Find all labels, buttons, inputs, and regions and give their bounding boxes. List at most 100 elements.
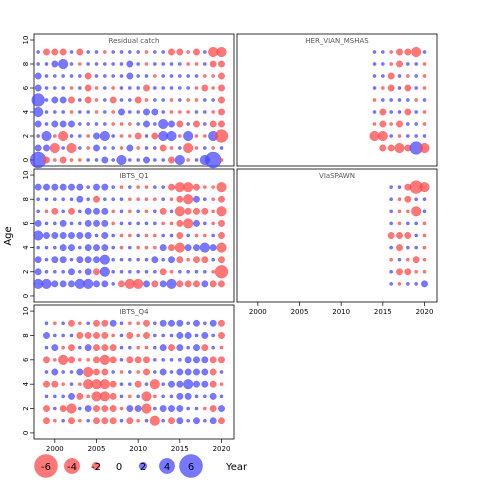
- residual-bubble: [61, 269, 65, 274]
- residual-bubble: [78, 209, 82, 214]
- y-axis-title: Age: [3, 226, 14, 245]
- residual-bubble: [166, 130, 177, 141]
- residual-bubble: [119, 418, 124, 423]
- y-tick-label: 2: [22, 270, 30, 274]
- residual-bubble: [103, 50, 107, 54]
- residual-bubble: [86, 110, 90, 114]
- residual-bubble: [136, 122, 140, 126]
- residual-bubble: [143, 368, 150, 376]
- residual-bubble: [218, 96, 225, 104]
- residual-bubble: [86, 122, 90, 126]
- residual-bubble: [86, 358, 90, 362]
- residual-bubble: [211, 345, 215, 350]
- residual-bubble: [169, 221, 174, 226]
- residual-bubble: [176, 232, 184, 239]
- residual-bubble: [51, 368, 59, 376]
- residual-bubble: [144, 50, 149, 54]
- residual-bubble: [218, 84, 225, 92]
- residual-bubble: [103, 146, 107, 150]
- residual-bubble: [203, 221, 207, 226]
- residual-bubble: [193, 356, 200, 364]
- residual-bubble: [161, 257, 165, 262]
- residual-bubble: [397, 257, 402, 262]
- residual-bubble: [209, 244, 217, 251]
- residual-bubble: [119, 74, 124, 78]
- residual-bubble: [44, 197, 49, 202]
- residual-bubble: [159, 268, 167, 276]
- residual-bubble: [59, 156, 67, 164]
- residual-bubble: [43, 48, 50, 56]
- residual-bubble: [219, 382, 224, 386]
- residual-bubble: [209, 319, 217, 327]
- residual-bubble: [61, 146, 65, 150]
- residual-bubble: [193, 220, 200, 227]
- residual-bubble: [178, 358, 182, 362]
- residual-bubble: [161, 233, 165, 238]
- residual-bubble: [176, 417, 184, 425]
- residual-bubble: [86, 394, 90, 399]
- residual-bubble: [209, 392, 217, 400]
- residual-bubble: [389, 134, 393, 138]
- residual-bubble: [119, 245, 124, 250]
- residual-bubble: [136, 321, 140, 326]
- residual-bubble: [136, 221, 140, 226]
- residual-bubble: [86, 146, 90, 150]
- residual-bubble: [211, 74, 215, 78]
- residual-bubble: [219, 345, 224, 350]
- residual-bubble: [119, 233, 124, 238]
- residual-bubble: [69, 257, 74, 262]
- residual-bubble: [111, 269, 115, 274]
- residual-bubble: [186, 321, 190, 326]
- residual-bubble: [133, 278, 144, 289]
- y-tick-label: 4: [22, 381, 30, 386]
- residual-bubble: [78, 406, 82, 411]
- residual-bubble: [414, 197, 418, 202]
- residual-bubble: [128, 245, 132, 250]
- panel-title: IBTS_Q1: [119, 172, 148, 180]
- residual-bubble: [51, 183, 59, 191]
- residual-bubble: [78, 122, 82, 126]
- residual-bubble: [111, 209, 115, 214]
- residual-bubble: [144, 257, 149, 262]
- residual-bubble: [396, 120, 403, 128]
- residual-bubble: [381, 74, 385, 78]
- residual-bubble: [119, 134, 124, 138]
- residual-bubble: [372, 98, 377, 102]
- residual-bubble: [193, 368, 200, 376]
- residual-bubble: [119, 122, 124, 126]
- residual-bubble: [153, 197, 157, 202]
- residual-bubble: [101, 319, 109, 327]
- residual-bubble: [153, 333, 157, 338]
- residual-bubble: [66, 142, 77, 153]
- residual-bubble: [394, 142, 405, 153]
- residual-bubble: [68, 120, 75, 128]
- residual-bubble: [136, 146, 140, 150]
- residual-bubble: [193, 344, 200, 352]
- panel-title: VIaSPAWN: [319, 172, 355, 180]
- residual-bubble: [183, 130, 194, 141]
- residual-bubble: [414, 62, 418, 66]
- residual-bubble: [68, 268, 75, 276]
- residual-bubble: [68, 344, 75, 352]
- residual-bubble: [51, 344, 59, 352]
- y-tick-label: 10: [22, 171, 30, 180]
- residual-bubble: [381, 62, 385, 66]
- residual-bubble: [136, 333, 140, 338]
- residual-bubble: [201, 368, 209, 376]
- residual-bubble: [69, 333, 74, 338]
- residual-bubble: [53, 134, 57, 138]
- residual-bubble: [99, 391, 110, 402]
- residual-bubble: [169, 233, 174, 238]
- residual-bubble: [406, 122, 410, 126]
- residual-bubble: [372, 122, 377, 126]
- residual-bubble: [94, 110, 99, 114]
- residual-bubble: [34, 84, 42, 92]
- residual-bubble: [169, 86, 174, 90]
- residual-bubble: [161, 358, 165, 362]
- residual-bubble: [119, 382, 124, 386]
- residual-bubble: [34, 144, 42, 152]
- residual-bubble: [178, 74, 182, 78]
- residual-bubble: [83, 367, 94, 378]
- residual-bubble: [144, 146, 149, 150]
- residual-bubble: [58, 354, 69, 365]
